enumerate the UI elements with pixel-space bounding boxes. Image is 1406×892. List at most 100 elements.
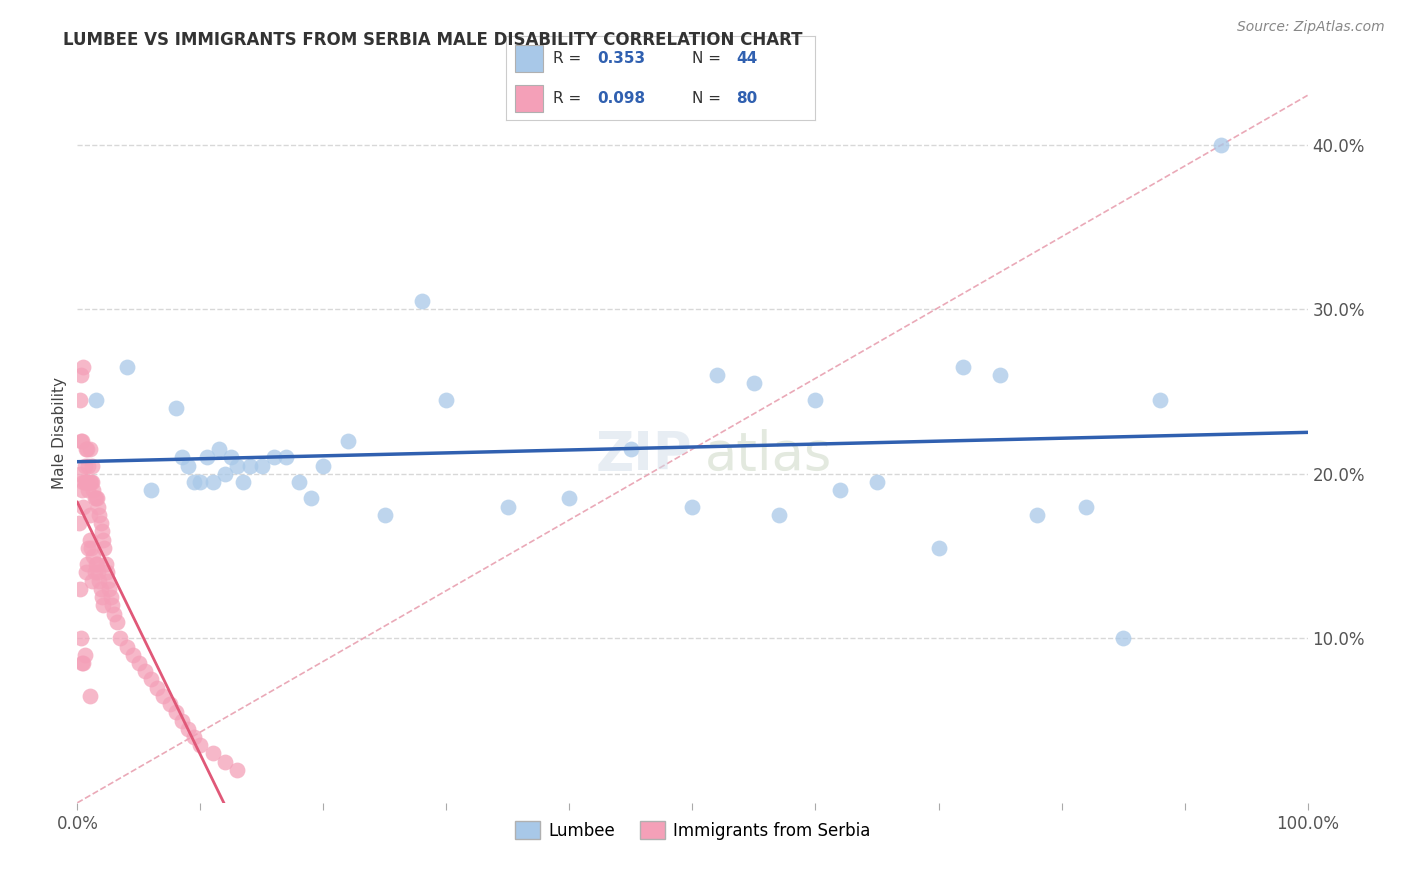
Point xyxy=(121,648,143,662)
Point xyxy=(69,582,91,596)
FancyBboxPatch shape xyxy=(516,85,543,112)
Point xyxy=(682,500,704,514)
Point xyxy=(226,458,249,473)
Point xyxy=(115,640,138,654)
Text: 80: 80 xyxy=(737,91,758,106)
Point xyxy=(70,434,93,448)
Point xyxy=(110,632,132,646)
Point xyxy=(411,293,433,308)
Point xyxy=(82,483,104,498)
Point xyxy=(75,442,97,456)
Point xyxy=(70,656,93,670)
Point xyxy=(1211,137,1233,152)
Point xyxy=(75,566,97,580)
Point xyxy=(73,458,96,473)
Point xyxy=(1026,508,1049,522)
Point xyxy=(72,359,94,374)
Point xyxy=(70,483,93,498)
FancyBboxPatch shape xyxy=(516,45,543,72)
Point xyxy=(67,516,90,530)
Point xyxy=(201,475,224,489)
Point xyxy=(250,458,273,473)
Point xyxy=(239,458,262,473)
Point xyxy=(134,664,156,678)
Point xyxy=(79,508,101,522)
Point xyxy=(188,738,212,752)
Point xyxy=(170,714,193,728)
Point xyxy=(89,574,111,588)
Point xyxy=(84,392,107,407)
Point xyxy=(80,475,103,489)
Point xyxy=(214,467,236,481)
Point xyxy=(103,607,125,621)
Point xyxy=(312,458,335,473)
Point xyxy=(70,632,93,646)
Point xyxy=(73,648,96,662)
Point xyxy=(75,475,97,489)
Y-axis label: Male Disability: Male Disability xyxy=(52,376,67,489)
Point xyxy=(84,491,107,506)
Text: atlas: atlas xyxy=(704,429,832,481)
Point xyxy=(952,359,974,374)
Point xyxy=(82,574,104,588)
Point xyxy=(866,475,889,489)
Point xyxy=(337,434,360,448)
Point xyxy=(436,392,458,407)
Point xyxy=(69,392,91,407)
Point xyxy=(80,541,103,555)
Point xyxy=(188,475,212,489)
Point xyxy=(73,475,96,489)
Point xyxy=(77,483,100,498)
Text: ZIP: ZIP xyxy=(596,429,693,481)
Point xyxy=(70,434,93,448)
Point xyxy=(208,442,231,456)
Point xyxy=(115,359,138,374)
Point xyxy=(87,566,110,580)
Point xyxy=(96,566,118,580)
Point xyxy=(86,558,108,572)
Text: R =: R = xyxy=(553,91,586,106)
Point xyxy=(141,673,163,687)
Point xyxy=(214,755,236,769)
Point xyxy=(165,706,187,720)
Text: 0.098: 0.098 xyxy=(598,91,645,106)
Point xyxy=(69,467,91,481)
Point xyxy=(226,763,249,777)
Point xyxy=(1149,392,1171,407)
Point xyxy=(1076,500,1098,514)
Point xyxy=(128,656,150,670)
Point xyxy=(742,376,765,391)
Point xyxy=(152,689,174,703)
Point xyxy=(82,549,104,563)
Point xyxy=(90,582,112,596)
Point xyxy=(276,450,298,465)
Point xyxy=(263,450,285,465)
Point xyxy=(93,541,115,555)
Point xyxy=(91,533,114,547)
Point xyxy=(76,442,98,456)
Point xyxy=(101,599,124,613)
Text: 0.353: 0.353 xyxy=(598,51,645,66)
Text: N =: N = xyxy=(692,91,725,106)
Point xyxy=(72,475,94,489)
Point xyxy=(90,590,114,604)
Point xyxy=(82,475,104,489)
Point xyxy=(77,458,100,473)
Point xyxy=(79,533,101,547)
Point xyxy=(77,541,100,555)
Point xyxy=(91,599,114,613)
Point xyxy=(159,697,181,711)
Text: LUMBEE VS IMMIGRANTS FROM SERBIA MALE DISABILITY CORRELATION CHART: LUMBEE VS IMMIGRANTS FROM SERBIA MALE DI… xyxy=(63,31,803,49)
Point xyxy=(195,450,218,465)
Point xyxy=(97,574,120,588)
Point xyxy=(768,508,790,522)
Point xyxy=(299,491,322,506)
Point xyxy=(141,483,163,498)
Point xyxy=(76,475,98,489)
Point xyxy=(177,722,200,736)
Point xyxy=(94,558,117,572)
Text: R =: R = xyxy=(553,51,586,66)
Point xyxy=(90,516,112,530)
Point xyxy=(177,458,200,473)
Point xyxy=(72,656,94,670)
